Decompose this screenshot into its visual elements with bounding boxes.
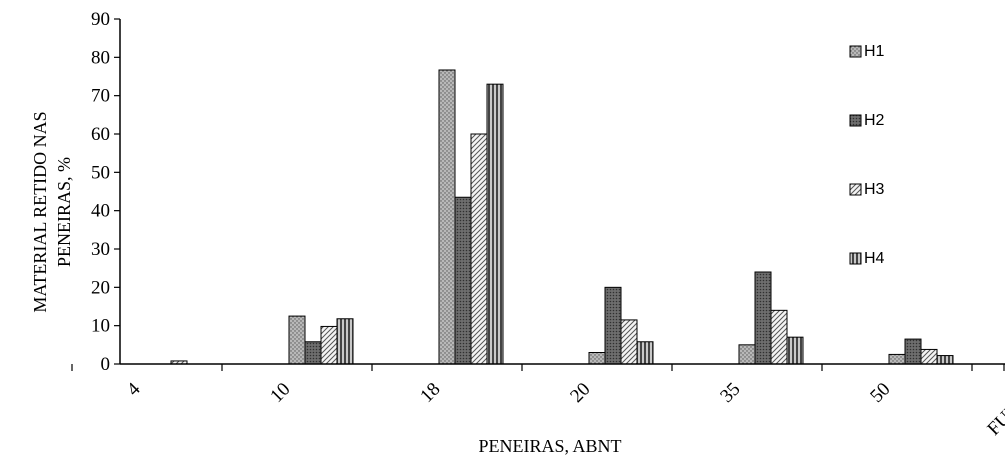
y-axis-title-line1: MATERIAL RETIDO NAS	[30, 111, 50, 312]
y-tick-label: 50	[91, 162, 110, 183]
y-tick-label: 10	[91, 316, 110, 337]
bar-h4-10	[336, 318, 354, 365]
x-axis: 4 10 18 20 35 50 FUNDO	[71, 364, 1005, 440]
bar-h1-10	[288, 315, 306, 365]
bar-h2-10	[304, 341, 322, 365]
y-tick-label: 90	[91, 9, 110, 30]
y-tick-label: 30	[91, 239, 110, 260]
bar-h1-18	[438, 69, 456, 365]
legend: H1 H2 H3 H4	[849, 43, 885, 267]
x-tick-label: 4	[123, 378, 145, 400]
y-axis: 0 10 20 30 40 50 60 70 80 90	[91, 9, 120, 375]
y-tick-label: 70	[91, 86, 110, 107]
bar-h3-50	[920, 348, 938, 365]
y-tick-label: 60	[91, 124, 110, 145]
bar-h1-20	[588, 352, 606, 365]
bars-group	[170, 69, 954, 365]
bar-h2-50	[904, 338, 922, 365]
bar-h2-20	[604, 286, 622, 365]
bar-h3-18	[470, 133, 488, 365]
legend-swatch-h1	[849, 45, 862, 58]
x-tick-label: 10	[266, 379, 294, 407]
x-tick-label: FUNDO	[983, 379, 1005, 440]
bar-h1-35	[738, 344, 756, 365]
legend-label-h1: H1	[864, 43, 885, 60]
legend-swatch-h4	[849, 252, 862, 265]
bar-h4-20	[636, 341, 654, 365]
y-tick-label: 20	[91, 277, 110, 298]
legend-label-h2: H2	[864, 112, 885, 129]
bar-h3-20	[620, 319, 638, 365]
y-tick-label: 80	[91, 47, 110, 68]
y-axis-title: MATERIAL RETIDO NAS PENEIRAS, %	[30, 111, 74, 312]
y-tick-label: 40	[91, 201, 110, 222]
y-tick-label: 0	[101, 354, 111, 375]
bar-h2-18	[454, 196, 472, 365]
bar-h4-50	[936, 355, 954, 365]
x-tick-label: 50	[866, 379, 894, 407]
bar-h4-35	[786, 336, 804, 365]
x-tick-label: 20	[566, 379, 594, 407]
legend-swatch-h2	[849, 114, 862, 127]
y-axis-title-line2: PENEIRAS, %	[54, 157, 74, 267]
x-tick-label: 35	[716, 379, 744, 407]
legend-swatch-h3	[849, 183, 862, 196]
bar-h4-18	[486, 83, 504, 365]
x-tick-label: 18	[416, 379, 444, 407]
bar-h3-35	[770, 309, 788, 365]
bar-h2-35	[754, 271, 772, 365]
bar-h3-10	[320, 325, 338, 365]
bar-h1-50	[888, 353, 906, 365]
x-axis-title: PENEIRAS, ABNT	[478, 436, 621, 455]
legend-label-h3: H3	[864, 181, 885, 198]
legend-label-h4: H4	[864, 250, 885, 267]
